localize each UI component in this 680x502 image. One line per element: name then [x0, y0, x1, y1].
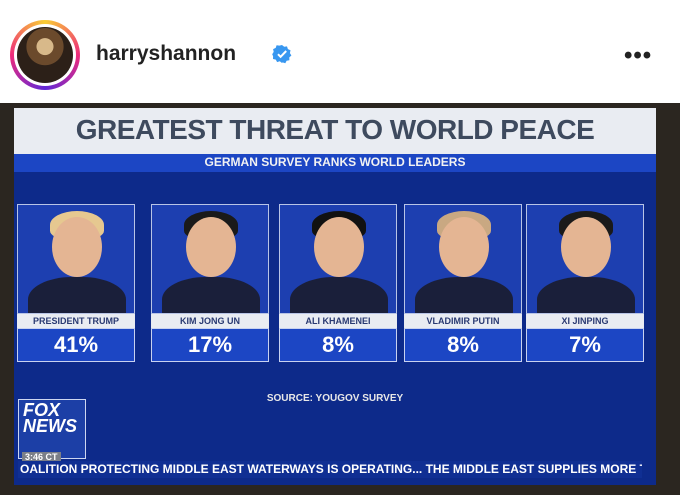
title-bar: [14, 108, 656, 154]
leader-photo: [526, 204, 644, 314]
broadcast-graphic: GREATEST THREAT TO WORLD PEACE GERMAN SU…: [14, 108, 656, 485]
photo-suit: [162, 277, 260, 313]
profile-avatar[interactable]: [10, 20, 80, 90]
leader-photo: [17, 204, 135, 314]
leader-name: VLADIMIR PUTIN: [404, 314, 522, 328]
leader-percent: 17%: [151, 328, 269, 362]
leader-name: PRESIDENT TRUMP: [17, 314, 135, 328]
username-link[interactable]: harryshannon: [96, 42, 237, 65]
photo-suit: [28, 277, 126, 313]
photo-suit: [290, 277, 388, 313]
leader-photo: [151, 204, 269, 314]
leader-name: KIM JONG UN: [151, 314, 269, 328]
avatar-frame: [14, 24, 76, 86]
leader-percent: 41%: [17, 328, 135, 362]
leader-card: VLADIMIR PUTIN 8%: [404, 204, 522, 368]
logo-line-2: NEWS: [23, 416, 77, 436]
photo-face: [52, 217, 102, 277]
photo-face: [439, 217, 489, 277]
news-ticker: OALITION PROTECTING MIDDLE EAST WATERWAY…: [18, 461, 642, 478]
verified-badge-icon: [272, 45, 292, 64]
leader-photo: [404, 204, 522, 314]
graphic-subtitle: GERMAN SURVEY RANKS WORLD LEADERS: [204, 155, 466, 169]
post-image: GREATEST THREAT TO WORLD PEACE GERMAN SU…: [0, 103, 680, 495]
graphic-title: GREATEST THREAT TO WORLD PEACE: [75, 114, 595, 145]
leader-percent: 7%: [526, 328, 644, 362]
subtitle-bar: [14, 154, 656, 172]
broadcast-time: 3:46 CT: [22, 452, 61, 462]
post-header: harryshannon •••: [0, 0, 680, 100]
leader-card: PRESIDENT TRUMP 41%: [17, 204, 135, 368]
leader-card: KIM JONG UN 17%: [151, 204, 269, 368]
leader-percent: 8%: [279, 328, 397, 362]
leader-photo: [279, 204, 397, 314]
photo-face: [186, 217, 236, 277]
leader-name: ALI KHAMENEI: [279, 314, 397, 328]
logo-line-1: FOX: [23, 400, 61, 420]
leader-card: XI JINPING 7%: [526, 204, 644, 368]
source-caption: SOURCE: YOUGOV SURVEY: [266, 393, 404, 404]
photo-face: [561, 217, 611, 277]
fox-news-logo-text: FOX NEWS: [23, 400, 77, 436]
more-options-icon[interactable]: •••: [624, 42, 653, 69]
photo-face: [314, 217, 364, 277]
leader-card: ALI KHAMENEI 8%: [279, 204, 397, 368]
leader-percent: 8%: [404, 328, 522, 362]
photo-suit: [537, 277, 635, 313]
photo-suit: [415, 277, 513, 313]
leader-name: XI JINPING: [526, 314, 644, 328]
fox-news-logo: FOX NEWS: [18, 399, 86, 459]
avatar-photo: [17, 27, 73, 83]
ticker-text: OALITION PROTECTING MIDDLE EAST WATERWAY…: [20, 462, 642, 476]
